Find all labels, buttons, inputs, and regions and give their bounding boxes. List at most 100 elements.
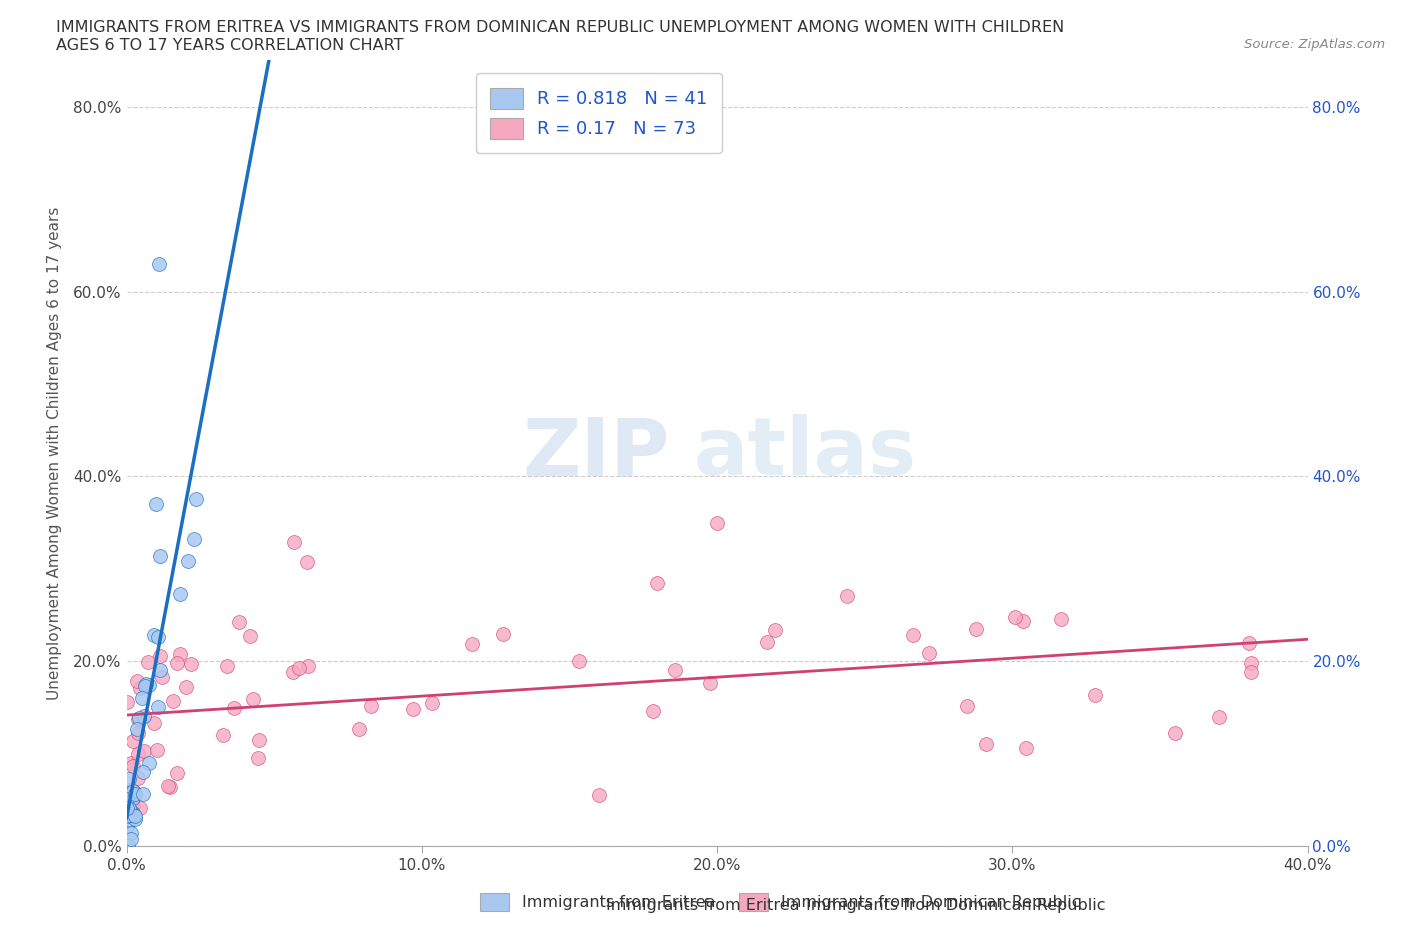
Point [179, 656, 201, 671]
Point [169, 646, 191, 661]
Point [149, 648, 172, 663]
Point [664, 663, 686, 678]
Point [128, 711, 150, 725]
Point [763, 622, 786, 637]
Point [156, 779, 179, 794]
Point [134, 743, 156, 758]
Point [568, 654, 591, 669]
Point [239, 628, 262, 643]
Point [228, 615, 250, 630]
Point [129, 801, 152, 816]
Point [288, 661, 311, 676]
Point [184, 491, 207, 506]
Point [420, 696, 443, 711]
Point [903, 628, 925, 643]
Point [641, 703, 664, 718]
Point [127, 771, 149, 786]
Point [211, 728, 233, 743]
Text: Immigrants from Dominican Republic: Immigrants from Dominican Republic [806, 898, 1107, 913]
Point [461, 636, 484, 651]
Point [247, 732, 270, 747]
Text: AGES 6 TO 17 YEARS CORRELATION CHART: AGES 6 TO 17 YEARS CORRELATION CHART [56, 38, 404, 53]
Point [1084, 687, 1107, 702]
Point [402, 702, 425, 717]
Point [162, 693, 184, 708]
Point [166, 656, 188, 671]
Point [1240, 656, 1263, 671]
Point [120, 793, 142, 808]
Point [177, 553, 200, 568]
Point [124, 808, 146, 823]
Point [122, 759, 145, 774]
Point [118, 782, 141, 797]
Point [122, 734, 145, 749]
Y-axis label: Unemployment Among Women with Children Ages 6 to 17 years: Unemployment Among Women with Children A… [46, 206, 62, 700]
Point [120, 755, 142, 770]
Point [1208, 710, 1230, 724]
Point [115, 800, 138, 815]
Legend: Immigrants from Eritrea, Immigrants from Dominican Republic: Immigrants from Eritrea, Immigrants from… [474, 886, 1087, 918]
Point [115, 808, 138, 823]
Point [134, 709, 156, 724]
Text: atlas: atlas [693, 415, 917, 492]
Point [149, 662, 172, 677]
Point [121, 799, 143, 814]
Point [166, 765, 188, 780]
Point [645, 576, 668, 591]
Text: ZIP: ZIP [523, 415, 669, 492]
Point [146, 700, 169, 715]
Point [120, 804, 142, 819]
Point [146, 742, 169, 757]
Point [150, 670, 173, 684]
Point [118, 807, 141, 822]
Point [215, 659, 238, 674]
Point [965, 621, 987, 636]
Point [145, 497, 167, 512]
Point [127, 722, 149, 737]
Point [169, 586, 191, 601]
Point [174, 680, 197, 695]
Point [918, 646, 941, 661]
Point [281, 664, 304, 679]
Point [360, 698, 382, 713]
Point [122, 790, 145, 805]
Point [122, 785, 145, 800]
Point [115, 695, 138, 710]
Point [283, 534, 305, 549]
Text: Source: ZipAtlas.com: Source: ZipAtlas.com [1244, 38, 1385, 51]
Point [124, 787, 146, 802]
Point [127, 747, 149, 762]
Point [699, 676, 721, 691]
Point [143, 628, 166, 643]
Text: Immigrants from Eritrea: Immigrants from Eritrea [606, 898, 800, 913]
Point [1050, 611, 1073, 626]
Point [134, 679, 156, 694]
Point [222, 700, 245, 715]
Point [1011, 614, 1033, 629]
Point [1237, 635, 1260, 650]
Point [956, 698, 979, 713]
Point [138, 678, 160, 693]
Point [128, 680, 150, 695]
Point [183, 531, 205, 546]
Point [142, 715, 165, 730]
Point [706, 515, 728, 530]
Point [120, 786, 142, 801]
Point [1014, 741, 1036, 756]
Point [297, 659, 319, 674]
Point [125, 673, 148, 688]
Point [132, 764, 155, 779]
Point [118, 772, 141, 787]
Point [120, 826, 142, 841]
Point [120, 813, 142, 828]
Point [117, 839, 139, 854]
Point [148, 257, 170, 272]
Point [146, 630, 169, 644]
Point [297, 555, 319, 570]
Point [115, 792, 138, 807]
Point [131, 691, 153, 706]
Point [1240, 664, 1263, 679]
Point [127, 725, 149, 740]
Point [1004, 609, 1026, 624]
Point [136, 655, 159, 670]
